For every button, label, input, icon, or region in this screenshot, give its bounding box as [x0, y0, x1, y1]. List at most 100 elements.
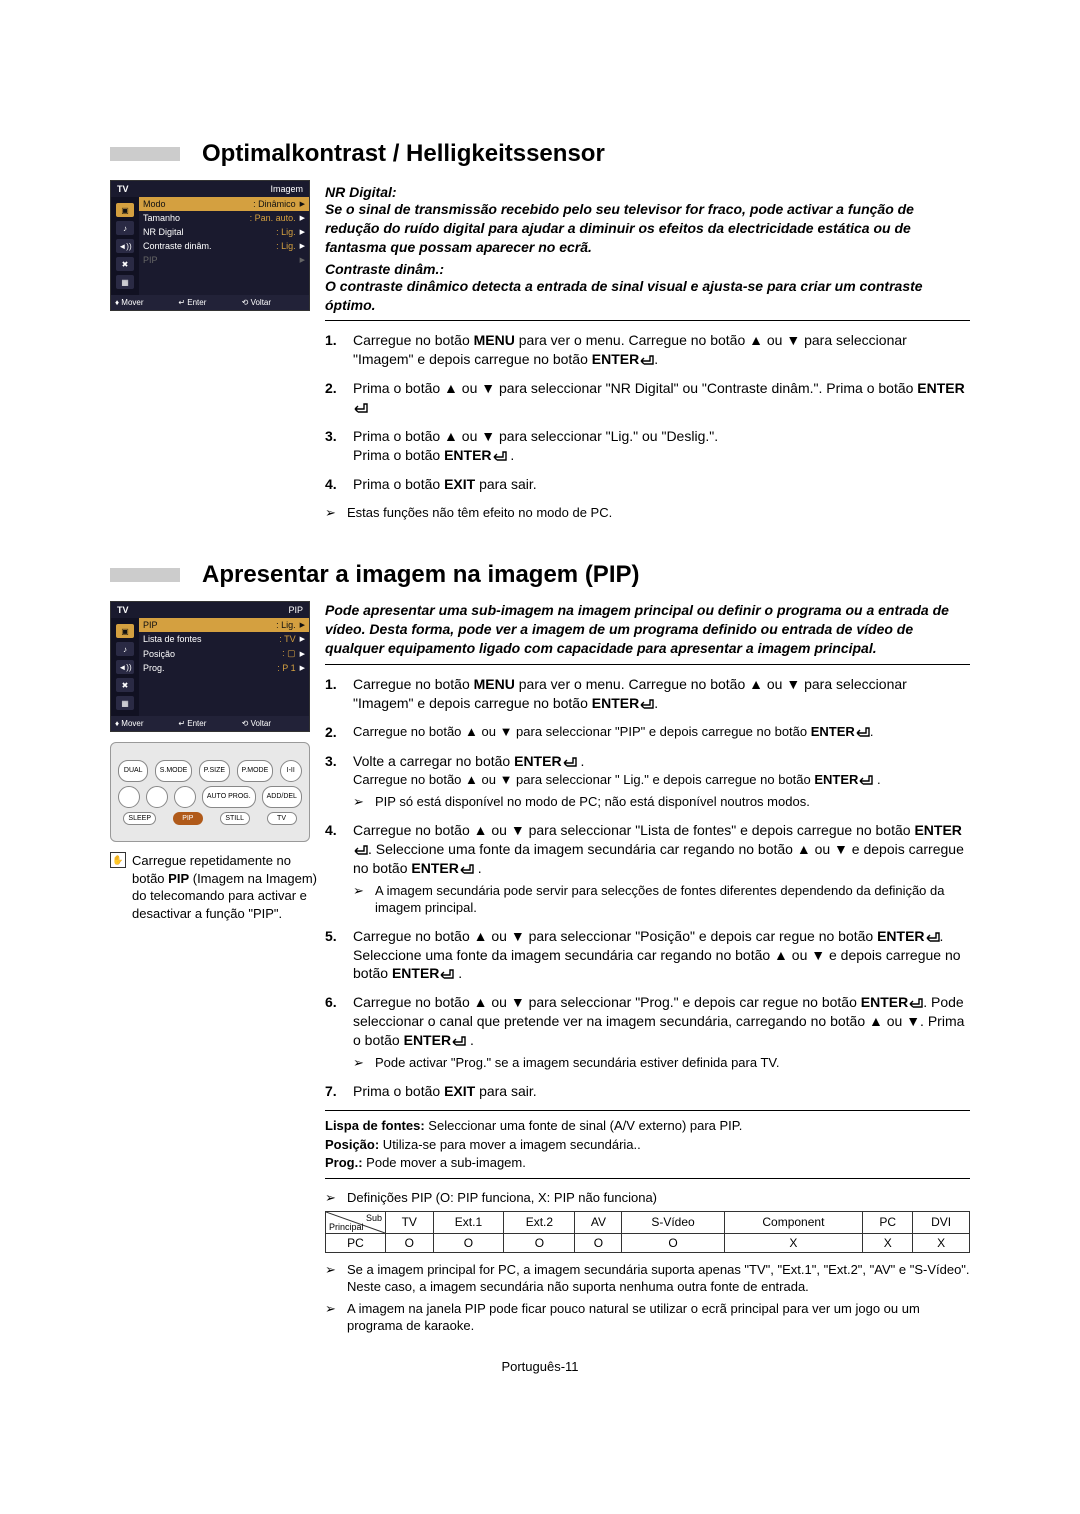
col-h: S-Vídeo: [622, 1211, 724, 1233]
col-h: DVI: [913, 1211, 970, 1233]
remote-btn: [118, 786, 140, 808]
osd-footer-move: ♦ Mover: [115, 719, 178, 728]
info-box: Lispa de fontes: Seleccionar uma fonte d…: [325, 1110, 970, 1179]
osd-tv-label: TV: [117, 605, 129, 615]
remote-btn: P.MODE: [237, 760, 274, 782]
osd-tv-label: TV: [117, 184, 129, 194]
enter-icon: [493, 451, 507, 462]
osd-channel-icon: ◄)): [116, 239, 134, 253]
osd-cat-label: PIP: [288, 605, 303, 615]
diag-header: Sub Principal: [326, 1211, 386, 1233]
osd-sound-icon: ♪: [116, 642, 134, 656]
pip-tip: ✋ Carregue repetidamente no botão PIP (I…: [110, 852, 325, 922]
osd-footer-return: ⟲ Voltar: [242, 719, 305, 728]
remote-btn: [146, 786, 168, 808]
osd-picture-icon: ▣: [116, 624, 134, 638]
section1-title: Optimalkontrast / Helligkeitssensor: [110, 140, 970, 168]
section2-title-text: Apresentar a imagem na imagem (PIP): [202, 561, 639, 589]
cell: O: [575, 1233, 622, 1252]
table-caption: ➢Definições PIP (O: PIP funciona, X: PIP…: [325, 1189, 970, 1207]
foot-note1: ➢Se a imagem principal for PC, a imagem …: [325, 1261, 970, 1296]
contraste-intro: O contraste dinâmico detecta a entrada d…: [325, 277, 970, 315]
remote-btn: P.SIZE: [199, 760, 230, 782]
remote-btn-pip: PIP: [173, 812, 203, 825]
contraste-sub: Contraste dinâm.:: [325, 261, 970, 277]
enter-icon: [640, 699, 654, 710]
osd-sound-icon: ♪: [116, 221, 134, 235]
hand-icon: ✋: [110, 852, 126, 868]
s1-step1: Carregue no botão MENU para ver o menu. …: [353, 331, 970, 369]
osd-cat-label: Imagem: [270, 184, 303, 194]
remote-btn: [174, 786, 196, 808]
separator: [325, 664, 970, 665]
enter-icon: [452, 1036, 466, 1047]
cell: O: [386, 1233, 434, 1252]
enter-icon: [354, 403, 368, 414]
enter-icon: [354, 845, 368, 856]
cell: X: [913, 1233, 970, 1252]
osd-row-pip: PIP: Lig.▶: [139, 618, 309, 632]
remote-btn: I-II: [280, 760, 302, 782]
remote-btn: SLEEP: [123, 812, 156, 825]
osd-imagem: TV Imagem ▣ ♪ ◄)) ✖ ▦ Modo: Dinâmico▶ Ta…: [110, 180, 310, 311]
remote-btn: TV: [267, 812, 297, 825]
osd-row-prog: Prog.: P 1▶: [139, 661, 309, 675]
osd-channel-icon: ◄)): [116, 660, 134, 674]
osd-footer-enter: ↵ Enter: [178, 719, 241, 728]
enter-icon: [563, 757, 577, 768]
col-h: Ext.2: [504, 1211, 575, 1233]
osd-setup-icon: ✖: [116, 257, 134, 271]
enter-icon: [859, 775, 873, 786]
osd-row-lista: Lista de fontes: TV▶: [139, 632, 309, 646]
s2-step4: Carregue no botão ▲ ou ▼ para selecciona…: [353, 821, 970, 917]
title-bar-icon: [110, 568, 180, 582]
osd-row-posicao: Posição: ▢▶: [139, 646, 309, 661]
remote-btn: ADD/DEL: [262, 786, 302, 808]
remote-btn: DUAL: [118, 760, 148, 782]
col-h: Ext.1: [433, 1211, 504, 1233]
osd-setup-icon: ✖: [116, 678, 134, 692]
col-h: AV: [575, 1211, 622, 1233]
s2-step6: Carregue no botão ▲ ou ▼ para selecciona…: [353, 993, 970, 1071]
page-footer: Português-11: [110, 1359, 970, 1374]
cell: O: [433, 1233, 504, 1252]
remote-btn: S.MODE: [155, 760, 193, 782]
col-h: TV: [386, 1211, 434, 1233]
separator: [325, 320, 970, 321]
osd-row-nr: NR Digital: Lig.▶: [139, 225, 309, 239]
nr-digital-intro: Se o sinal de transmissão recebido pelo …: [325, 200, 970, 257]
row-h: PC: [326, 1233, 386, 1252]
enter-icon: [440, 969, 454, 980]
osd-footer-enter: ↵ Enter: [178, 298, 241, 307]
s2-step3: Volte a carregar no botão ENTER .Carregu…: [353, 752, 970, 811]
title-bar-icon: [110, 147, 180, 161]
osd-picture-icon: ▣: [116, 203, 134, 217]
enter-icon: [640, 355, 654, 366]
osd-row-tamanho: Tamanho: Pan. auto.▶: [139, 211, 309, 225]
enter-icon: [856, 727, 870, 738]
osd-row-contraste: Contraste dinâm.: Lig.▶: [139, 239, 309, 253]
enter-icon: [909, 998, 923, 1009]
s2-step1: Carregue no botão MENU para ver o menu. …: [353, 675, 970, 713]
col-h: Component: [724, 1211, 863, 1233]
col-h: PC: [863, 1211, 913, 1233]
s2-step5: Carregue no botão ▲ ou ▼ para selecciona…: [353, 927, 970, 984]
osd-pip: TV PIP ▣ ♪ ◄)) ✖ ▦ PIP: Lig.▶ Lista de f…: [110, 601, 310, 732]
cell: O: [622, 1233, 724, 1252]
osd-footer-move: ♦ Mover: [115, 298, 178, 307]
section2-steps: Carregue no botão MENU para ver o menu. …: [325, 675, 970, 1101]
s2-step7: Prima o botão EXIT para sair.: [353, 1082, 970, 1101]
cell: X: [724, 1233, 863, 1252]
s1-step2: Prima o botão ▲ ou ▼ para seleccionar "N…: [353, 379, 970, 417]
enter-icon: [926, 932, 940, 943]
pip-intro: Pode apresentar uma sub-imagem na imagem…: [325, 601, 970, 658]
osd-input-icon: ▦: [116, 696, 134, 710]
osd-row-modo: Modo: Dinâmico▶: [139, 197, 309, 211]
osd-input-icon: ▦: [116, 275, 134, 289]
s1-note: ➢Estas funções não têm efeito no modo de…: [325, 504, 970, 522]
nr-digital-sub: NR Digital:: [325, 184, 970, 200]
osd-row-pip: PIP▶: [139, 253, 309, 267]
pip-table: Sub Principal TV Ext.1 Ext.2 AV S-Vídeo …: [325, 1211, 970, 1253]
section2-title: Apresentar a imagem na imagem (PIP): [110, 561, 970, 589]
remote-illustration: DUAL S.MODE P.SIZE P.MODE I-II AUTO PROG…: [110, 742, 310, 842]
